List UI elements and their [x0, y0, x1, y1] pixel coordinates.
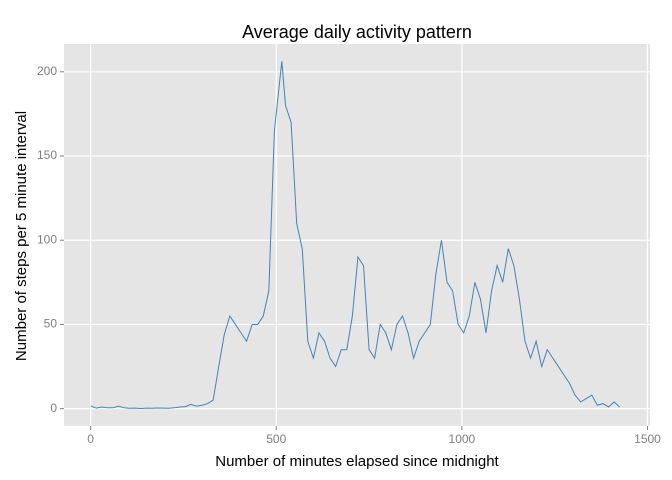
data-line	[90, 61, 620, 409]
y-tick-label: 200	[37, 64, 57, 78]
x-tick-label: 500	[266, 432, 286, 446]
y-tick-label: 150	[37, 148, 57, 162]
x-tick-label: 1500	[634, 432, 661, 446]
y-axis-title: Number of steps per 5 minute interval	[13, 111, 30, 361]
x-tick-label: 0	[87, 432, 94, 446]
y-tick-label: 50	[44, 317, 58, 331]
y-tick-label: 100	[37, 232, 57, 246]
x-tick-label: 1000	[449, 432, 476, 446]
chart-title: Average daily activity pattern	[242, 22, 472, 42]
y-tick-label: 0	[50, 401, 57, 415]
x-axis-title: Number of minutes elapsed since midnight	[215, 453, 499, 470]
plot-panel	[64, 44, 650, 426]
